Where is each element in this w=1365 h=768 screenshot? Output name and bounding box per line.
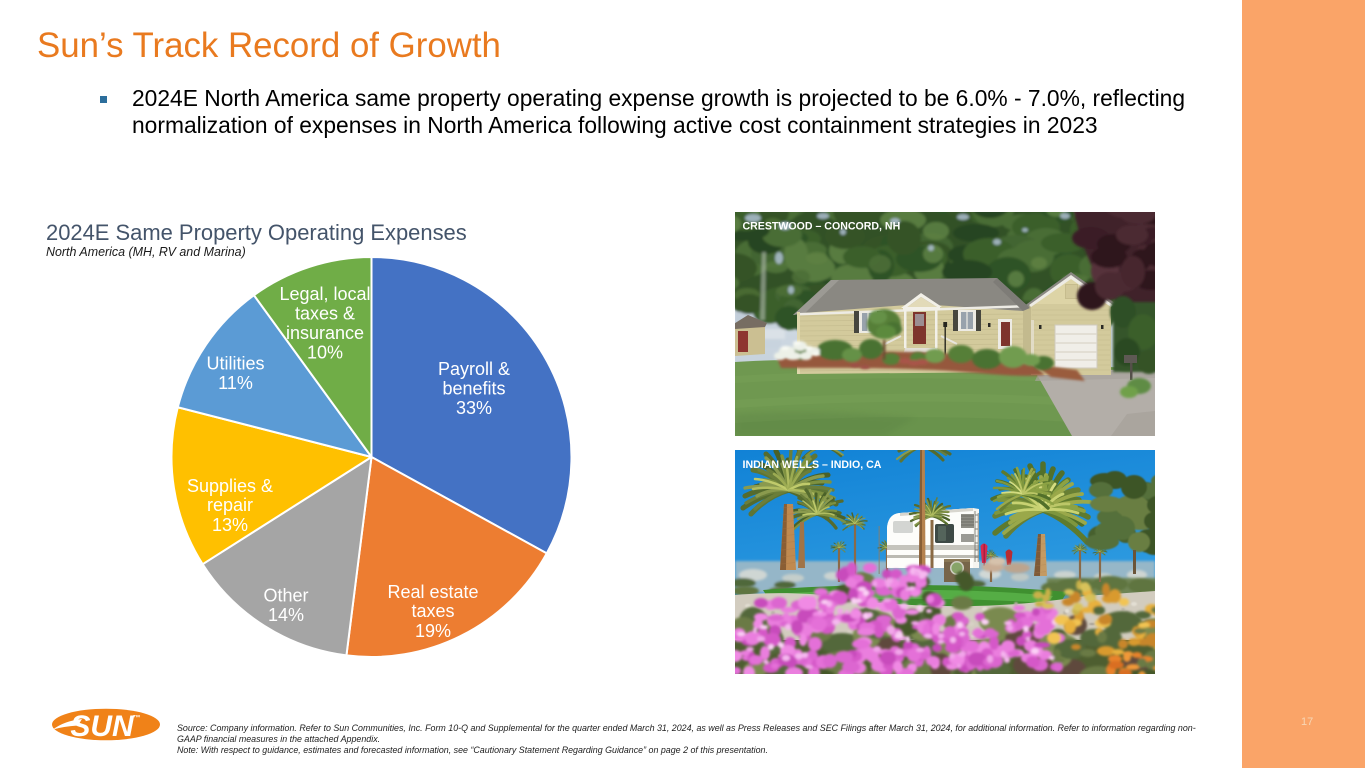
svg-text:33%: 33%	[456, 398, 492, 418]
svg-text:Real estate: Real estate	[387, 582, 478, 602]
svg-text:repair: repair	[207, 495, 253, 515]
svg-text:INDIAN WELLS – INDIO, CA: INDIAN WELLS – INDIO, CA	[743, 459, 882, 471]
svg-text:insurance: insurance	[286, 323, 364, 343]
svg-text:Other: Other	[263, 586, 308, 606]
svg-text:14%: 14%	[268, 605, 304, 625]
svg-text:taxes: taxes	[411, 601, 454, 621]
svg-text:Supplies &: Supplies &	[187, 476, 273, 496]
svg-text:10%: 10%	[307, 343, 343, 363]
svg-text:taxes &: taxes &	[295, 304, 355, 324]
svg-text:13%: 13%	[212, 515, 248, 535]
svg-text:19%: 19%	[415, 621, 451, 641]
svg-text:SUN: SUN	[70, 710, 135, 743]
svg-text:Payroll &: Payroll &	[438, 359, 510, 379]
svg-text:Legal, local: Legal, local	[279, 284, 370, 304]
svg-text:benefits: benefits	[442, 378, 505, 398]
svg-text:Utilities: Utilities	[206, 354, 264, 374]
svg-text:CRESTWOOD – CONCORD, NH: CRESTWOOD – CONCORD, NH	[743, 221, 901, 233]
svg-text:™: ™	[133, 713, 141, 722]
svg-text:11%: 11%	[218, 373, 253, 393]
